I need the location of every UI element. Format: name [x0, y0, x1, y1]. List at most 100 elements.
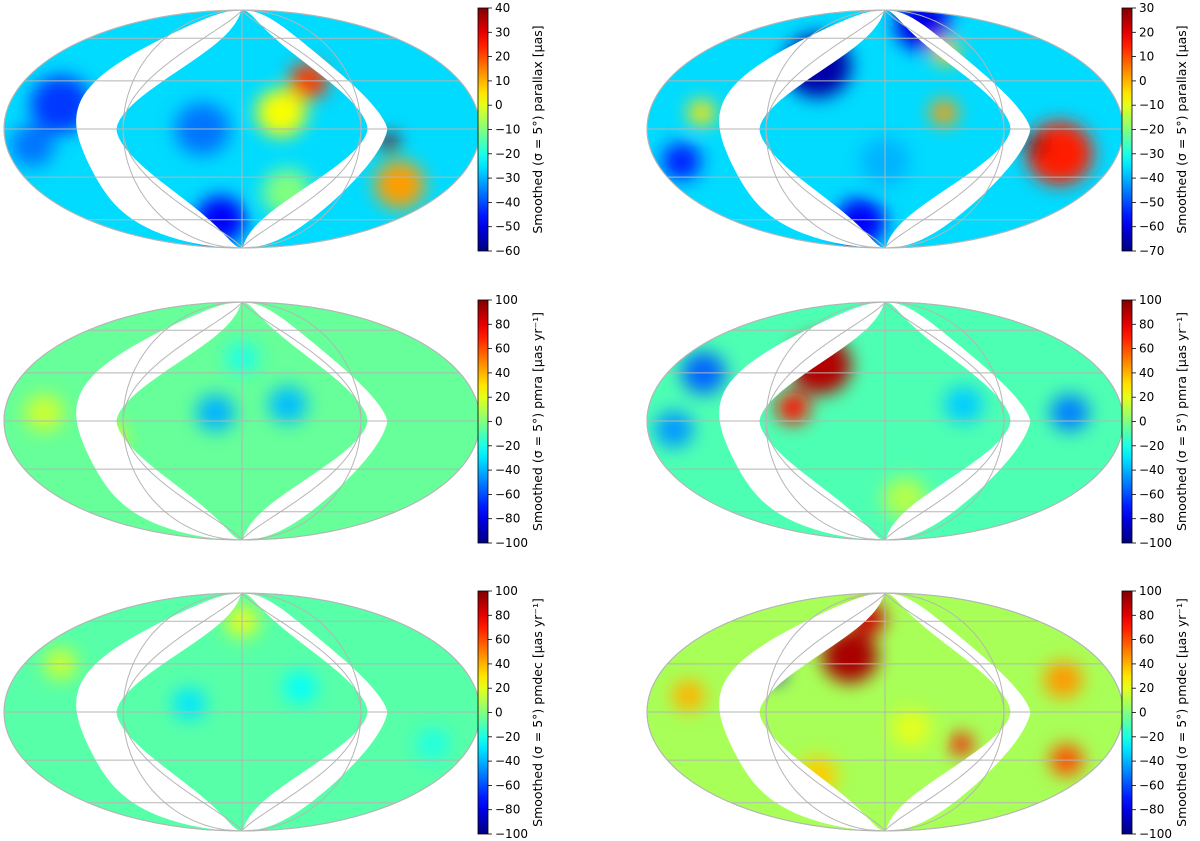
colorbar-tick-label: 60: [495, 342, 510, 356]
colorbar-tick-label: 60: [1139, 633, 1154, 647]
heatmap-blob: [24, 394, 64, 432]
sky-map-panel-1: 40 30 20 10 0 −10 −20 −30 −40 −50 −60 Smoothed (σ =…: [3, 1, 545, 258]
graticule-arc: [122, 9, 243, 249]
colorbar-tick-label: 100: [495, 584, 518, 598]
colorbar-gradient: [1121, 299, 1133, 544]
heatmap-blob: [30, 75, 92, 134]
colorbar-label: Smoothed (σ = 5°) parallax [μas]: [1174, 25, 1189, 233]
heatmap-blob: [1025, 136, 1046, 155]
colorbar-tick-label: −60: [495, 778, 520, 792]
heatmap-blob: [10, 124, 55, 167]
heatmap-blob: [172, 687, 206, 720]
colorbar-tick-label: −60: [495, 487, 520, 501]
colorbar-tick-label: −20: [495, 439, 520, 453]
colorbar-tick-label: −20: [1139, 439, 1164, 453]
masked-region: [76, 10, 242, 248]
graticule-arc: [241, 301, 362, 541]
colorbar-tick-label: −100: [1139, 827, 1172, 841]
colorbar-tick-label: 30: [1139, 1, 1154, 15]
colorbar-tick-label: 40: [1139, 657, 1154, 671]
colorbar-tick-label: 40: [1139, 366, 1154, 380]
colorbar-tick-label: −100: [1139, 536, 1172, 550]
colorbar-gradient: [477, 590, 489, 835]
colorbar-tick-label: −100: [495, 827, 528, 841]
colorbar-tick-label: −70: [1139, 244, 1164, 258]
colorbar-tick-label: 10: [1139, 50, 1154, 64]
colorbar-gradient: [1121, 590, 1133, 835]
heatmap-blob: [944, 386, 984, 424]
colorbar-tick-label: 80: [1139, 317, 1154, 331]
colorbar-label: Smoothed (σ = 5°) pmra [μas yr⁻¹]: [1174, 312, 1189, 531]
heatmap-blob: [776, 392, 810, 424]
graticule-arc: [241, 9, 362, 249]
colorbar-tick-label: −40: [495, 754, 520, 768]
colorbar-tick-label: 80: [495, 317, 510, 331]
colorbar-tick-label: −40: [495, 463, 520, 477]
masked-region-east: [242, 302, 388, 540]
colorbar-tick-label: 20: [495, 681, 510, 695]
colorbar-tick-label: −20: [495, 147, 520, 161]
heatmap-blob: [256, 88, 307, 137]
colorbar-label: Smoothed (σ = 5°) pmdec [μas yr⁻¹]: [1174, 598, 1189, 827]
colorbar-tick-label: −30: [1139, 147, 1164, 161]
colorbar-tick-label: 0: [1139, 706, 1147, 720]
colorbar-tick-label: 20: [495, 390, 510, 404]
colorbar-tick-label: 20: [1139, 390, 1154, 404]
colorbar-tick-label: −80: [495, 803, 520, 817]
colorbar-tick-label: 0: [1139, 415, 1147, 429]
graticule-arc: [884, 301, 1005, 541]
heatmap-blob: [671, 679, 706, 712]
colorbar-tick-label: −100: [495, 536, 528, 550]
colorbar-tick-label: 60: [1139, 342, 1154, 356]
colorbar-tick-label: 100: [495, 293, 518, 307]
heatmap-blob: [891, 709, 931, 747]
colorbar-gradient: [1121, 7, 1133, 252]
colorbar-label: Smoothed (σ = 5°) pmra [μas yr⁻¹]: [530, 312, 545, 531]
heatmap-blob: [661, 142, 701, 180]
heatmap-blob: [268, 386, 308, 424]
graticule-arc: [765, 592, 886, 832]
heatmap-blob: [1043, 661, 1083, 699]
masked-region-east: [242, 593, 388, 831]
colorbar-tick-label: −60: [1139, 220, 1164, 234]
colorbar-tick-label: 0: [1139, 74, 1147, 88]
masked-region-east: [885, 10, 1031, 248]
colorbar-tick-label: −40: [1139, 463, 1164, 477]
heatmap-blob: [283, 671, 317, 704]
graticule-arc: [122, 592, 243, 832]
colorbar-tick-label: 40: [495, 366, 510, 380]
graticule-arc: [122, 301, 243, 541]
colorbar-label: Smoothed (σ = 5°) parallax [μas]: [530, 25, 545, 233]
colorbar-tick-label: −20: [1139, 730, 1164, 744]
masked-region: [719, 302, 885, 540]
colorbar-tick-label: −80: [1139, 512, 1164, 526]
colorbar-tick-label: 100: [1139, 584, 1162, 598]
colorbar-tick-label: 60: [495, 633, 510, 647]
colorbar-tick-label: −20: [1139, 123, 1164, 137]
colorbar-tick-label: −50: [495, 220, 520, 234]
colorbar-tick-label: 80: [495, 608, 510, 622]
colorbar-tick-label: −40: [1139, 754, 1164, 768]
heatmap-blob: [654, 410, 694, 448]
graticule-arc: [884, 9, 1005, 249]
colorbar-tick-label: −30: [495, 171, 520, 185]
colorbar-gradient: [477, 299, 489, 544]
colorbar-tick-label: −40: [1139, 171, 1164, 185]
heatmap-blob: [1026, 121, 1094, 186]
masked-region-east: [242, 10, 388, 248]
colorbar-tick-label: 10: [495, 74, 510, 88]
graticule-arc: [765, 301, 886, 541]
colorbar-tick-label: 30: [495, 25, 510, 39]
colorbar-tick-label: 20: [495, 50, 510, 64]
heatmap-blob: [930, 99, 958, 126]
colorbar-tick-label: 40: [495, 1, 510, 15]
heatmap-blob: [687, 99, 716, 126]
